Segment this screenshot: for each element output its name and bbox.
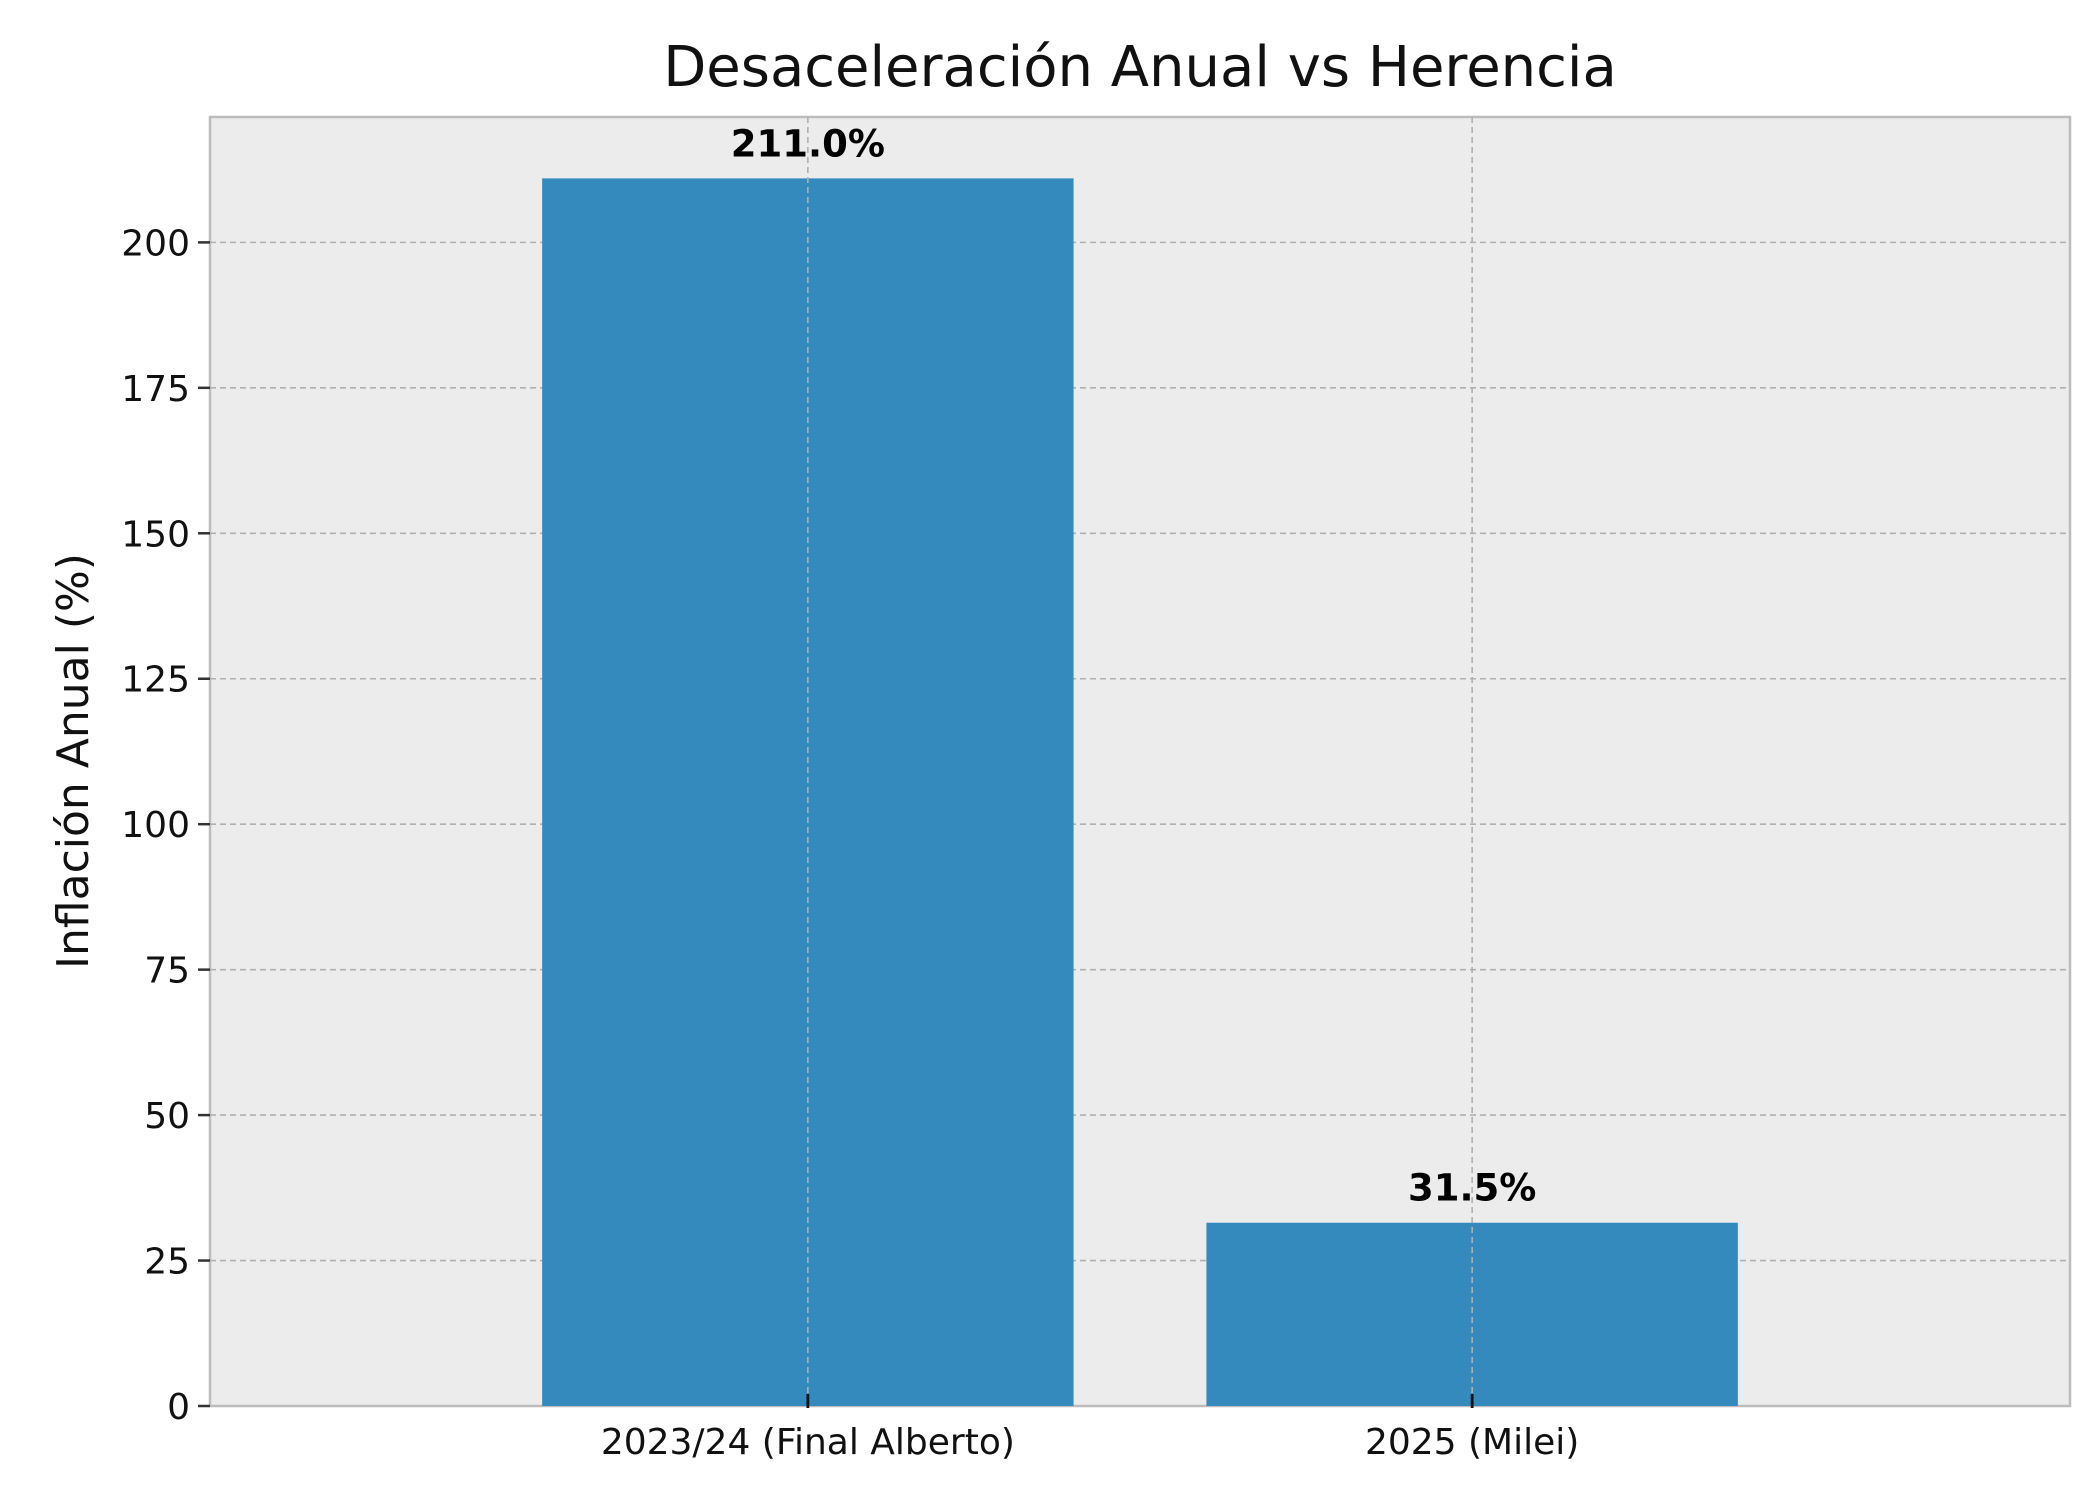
x-tick-label: 2025 (Milei): [1365, 1422, 1579, 1463]
y-tick-label: 75: [144, 951, 190, 992]
y-tick-label: 200: [121, 223, 190, 264]
x-tick-label: 2023/24 (Final Alberto): [601, 1422, 1015, 1463]
y-tick-label: 150: [121, 514, 190, 555]
chart-title: Desaceleración Anual vs Herencia: [663, 35, 1617, 100]
y-tick-label: 0: [167, 1387, 190, 1428]
y-tick-label: 50: [144, 1096, 190, 1137]
value-labels: 211.0% 31.5%: [731, 122, 1537, 1209]
bar-value-label: 211.0%: [731, 122, 885, 165]
y-tick-label: 175: [121, 369, 190, 410]
grid: [210, 241, 2070, 1262]
y-axis: 0 25 50 75 100 125 150 175 200: [121, 223, 210, 1428]
vertical-grid: [807, 117, 1473, 1406]
x-axis: 2023/24 (Final Alberto) 2025 (Milei): [601, 1394, 1579, 1463]
y-tick-label: 125: [121, 660, 190, 701]
plot-area: [208, 115, 2072, 1408]
y-tick-label: 25: [144, 1242, 190, 1283]
bar: [1206, 1222, 1738, 1406]
bar-value-label: 31.5%: [1408, 1167, 1536, 1210]
y-tick-label: 100: [121, 805, 190, 846]
y-axis-label: Inflación Anual (%): [48, 553, 99, 969]
